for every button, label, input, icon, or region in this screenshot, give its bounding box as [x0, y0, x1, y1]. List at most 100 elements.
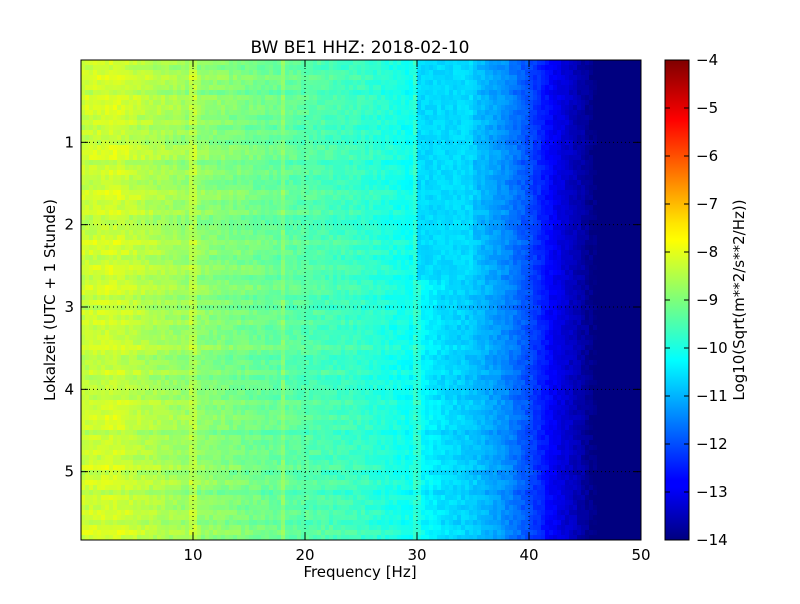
heatmap-cell [349, 70, 354, 76]
heatmap-cell [389, 210, 394, 216]
heatmap-cell [237, 135, 242, 141]
heatmap-cell [397, 215, 402, 221]
heatmap-cell [389, 230, 394, 236]
heatmap-cell [217, 150, 222, 156]
heatmap-cell [285, 60, 290, 66]
heatmap-cell [157, 60, 162, 66]
heatmap-cell [85, 70, 90, 76]
heatmap-cell [97, 155, 102, 161]
heatmap-cell [325, 130, 330, 136]
heatmap-cell [433, 60, 438, 66]
heatmap-cell [117, 200, 122, 206]
heatmap-cell [421, 200, 426, 206]
heatmap-cell [437, 205, 442, 211]
heatmap-cell [485, 185, 490, 191]
heatmap-cell [545, 160, 550, 166]
heatmap-cell [261, 120, 266, 126]
heatmap-cell [241, 125, 246, 131]
heatmap-cell [625, 175, 630, 181]
heatmap-cell [585, 220, 590, 226]
heatmap-cell [249, 185, 254, 191]
heatmap-cell [241, 65, 246, 71]
heatmap-cell [281, 175, 286, 181]
heatmap-cell [129, 100, 134, 106]
heatmap-cell [193, 145, 198, 151]
heatmap-cell [145, 210, 150, 216]
heatmap-cell [421, 115, 426, 121]
heatmap-cell [85, 220, 90, 226]
heatmap-cell [289, 145, 294, 151]
heatmap-cell [217, 160, 222, 166]
heatmap-cell [245, 95, 250, 101]
heatmap-cell [621, 120, 626, 126]
heatmap-cell [193, 120, 198, 126]
heatmap-cell [201, 215, 206, 221]
heatmap-cell [301, 190, 306, 196]
heatmap-cell [401, 180, 406, 186]
heatmap-cell [561, 115, 566, 121]
heatmap-cell [169, 200, 174, 206]
heatmap-cell [137, 70, 142, 76]
heatmap-cell [209, 135, 214, 141]
heatmap-cell [233, 65, 238, 71]
heatmap-cell [437, 80, 442, 86]
heatmap-cell [153, 120, 158, 126]
heatmap-cell [401, 105, 406, 111]
heatmap-cell [341, 100, 346, 106]
heatmap-cell [529, 150, 534, 156]
heatmap-cell [469, 145, 474, 151]
heatmap-cell [513, 120, 518, 126]
heatmap-cell [285, 85, 290, 91]
heatmap-cell [477, 165, 482, 171]
heatmap-cell [569, 170, 574, 176]
heatmap-cell [637, 65, 641, 71]
heatmap-cell [421, 70, 426, 76]
heatmap-cell [613, 95, 618, 101]
heatmap-cell [497, 155, 502, 161]
heatmap-cell [125, 160, 130, 166]
heatmap-cell [281, 190, 286, 196]
heatmap-cell [513, 95, 518, 101]
heatmap-cell [421, 180, 426, 186]
heatmap-cell [513, 185, 518, 191]
heatmap-cell [209, 210, 214, 216]
heatmap-cell [389, 100, 394, 106]
heatmap-cell [601, 155, 606, 161]
heatmap-cell [349, 110, 354, 116]
heatmap-cell [525, 155, 530, 161]
heatmap-cell [373, 170, 378, 176]
heatmap-cell [97, 70, 102, 76]
heatmap-cell [265, 95, 270, 101]
heatmap-cell [281, 230, 286, 236]
heatmap-cell [453, 115, 458, 121]
heatmap-cell [637, 120, 641, 126]
heatmap-cell [229, 140, 234, 146]
heatmap-cell [241, 90, 246, 96]
heatmap-cell [121, 160, 126, 166]
heatmap-cell [305, 115, 310, 121]
heatmap-cell [169, 105, 174, 111]
heatmap-cell [149, 100, 154, 106]
heatmap-cell [197, 230, 202, 236]
heatmap-cell [597, 185, 602, 191]
heatmap-cell [353, 205, 358, 211]
heatmap-cell [357, 230, 362, 236]
heatmap-cell [629, 70, 634, 76]
heatmap-cell [337, 180, 342, 186]
heatmap-cell [637, 105, 641, 111]
heatmap-cell [297, 230, 302, 236]
heatmap-cell [149, 85, 154, 91]
heatmap-cell [297, 210, 302, 216]
heatmap-cell [141, 145, 146, 151]
heatmap-cell [161, 165, 166, 171]
heatmap-cell [201, 85, 206, 91]
heatmap-cell [233, 225, 238, 231]
heatmap-cell [117, 215, 122, 221]
heatmap-cell [357, 155, 362, 161]
heatmap-cell [353, 160, 358, 166]
heatmap-cell [613, 75, 618, 81]
heatmap-cell [389, 185, 394, 191]
heatmap-cell [169, 120, 174, 126]
heatmap-cell [201, 170, 206, 176]
heatmap-cell [601, 120, 606, 126]
